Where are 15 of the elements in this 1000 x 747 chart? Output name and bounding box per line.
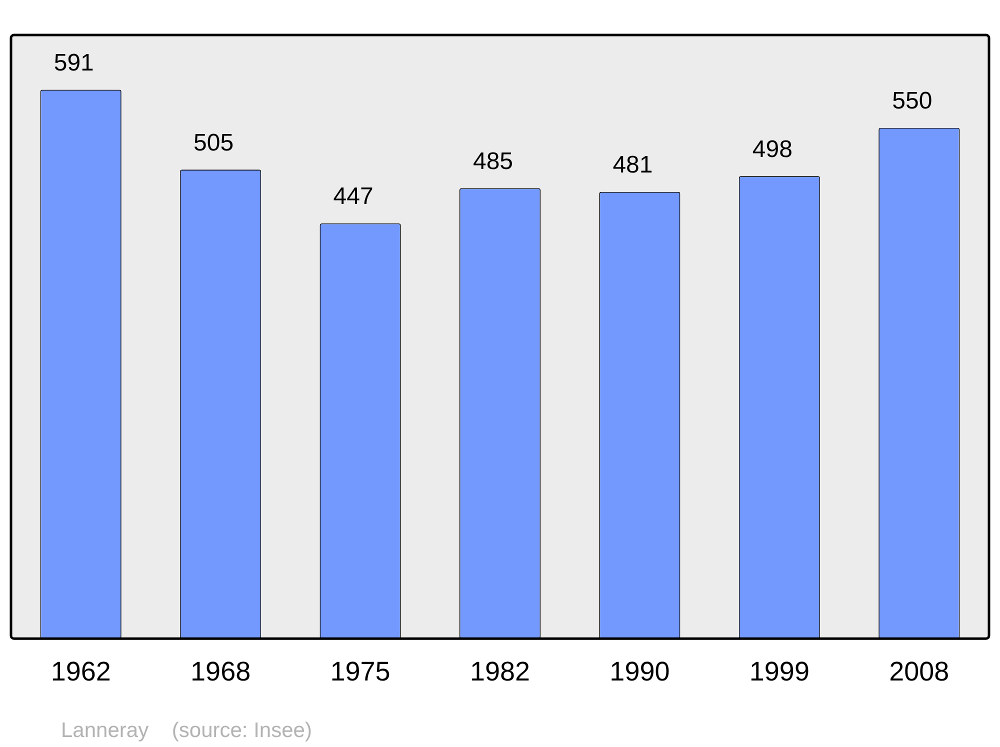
data-label: 485 [472,148,514,175]
data-label: 591 [54,49,94,76]
x-tick-label: 1962 [50,656,111,686]
x-tick-label: 1999 [749,656,810,686]
data-label: 498 [752,136,792,163]
data-label: 550 [892,87,932,114]
x-tick-label: 1975 [330,656,390,686]
data-label: 505 [194,129,234,156]
data-label: 447 [333,183,374,210]
text: Lanneray (source: Insee) [61,719,312,742]
x-tick-label: 2008 [889,656,950,686]
x-tick-label: 1990 [610,656,670,686]
x-tick-label: 1968 [190,656,251,686]
x-tick-label: 1982 [470,656,530,686]
data-label: 481 [612,152,653,179]
